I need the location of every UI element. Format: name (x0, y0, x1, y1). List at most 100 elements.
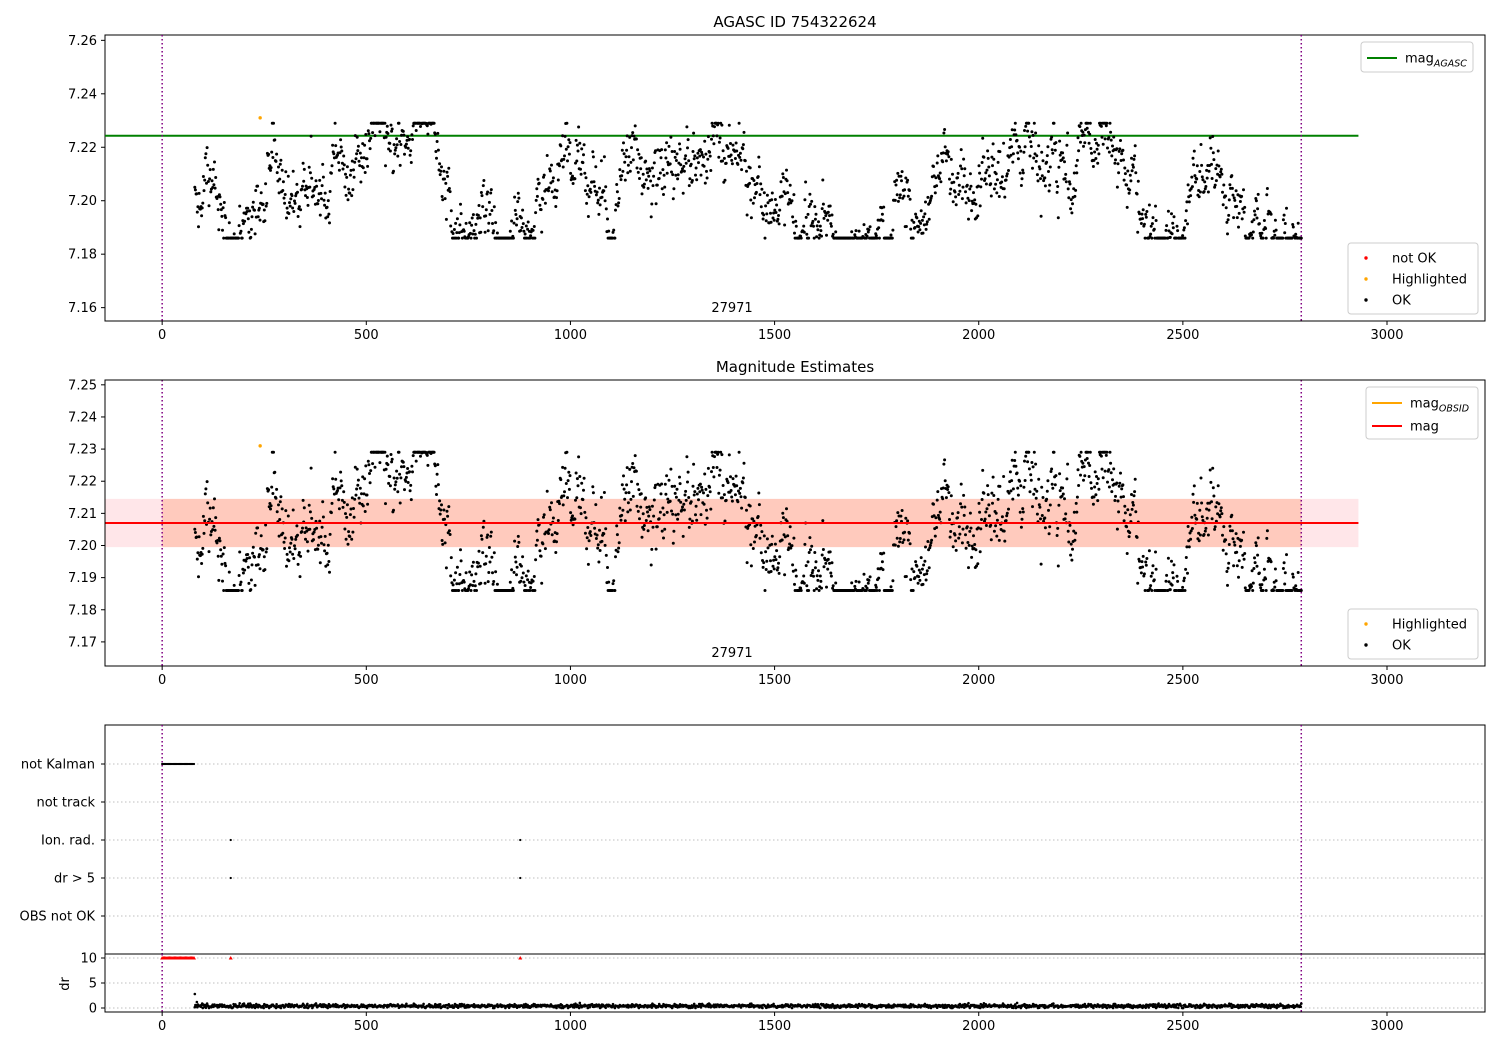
ok-point (965, 183, 969, 187)
ok-point (1176, 229, 1180, 233)
ok-point (793, 582, 796, 586)
ok-point (1018, 171, 1022, 175)
ok-point (443, 541, 447, 545)
ok-point (1063, 177, 1067, 181)
ok-point (528, 589, 532, 592)
ok-point (363, 477, 367, 481)
ok-point (602, 491, 606, 494)
ok-point (1130, 507, 1134, 511)
ok-point (1202, 190, 1206, 194)
ok-point (547, 528, 551, 532)
ok-point (776, 566, 780, 570)
ok-point (594, 193, 598, 197)
ok-point (433, 132, 437, 136)
dr-point (446, 1006, 449, 1010)
ok-point (818, 224, 822, 228)
ok-point (320, 541, 323, 545)
ok-point (980, 161, 984, 164)
ok-point (672, 529, 676, 533)
ok-point (754, 190, 758, 194)
ok-point (822, 216, 826, 220)
ok-point (388, 484, 392, 488)
ok-point (815, 235, 819, 239)
ok-point (1077, 484, 1081, 487)
ok-point (757, 155, 761, 159)
ok-point (1232, 540, 1236, 544)
ok-point (942, 462, 946, 466)
ok-point (828, 204, 832, 208)
ok-point (791, 215, 795, 219)
ok-point (347, 187, 351, 191)
ok-point (587, 539, 591, 543)
ok-point (680, 508, 684, 512)
ok-point (485, 535, 489, 539)
ok-point (362, 156, 366, 160)
ok-point (1210, 162, 1213, 166)
ok-point (348, 513, 352, 517)
ok-point (404, 145, 408, 149)
ok-point (825, 233, 828, 237)
ok-point (762, 191, 766, 195)
ok-point (350, 496, 354, 500)
ok-point (1112, 467, 1116, 471)
ok-point (1154, 219, 1158, 222)
ok-point (282, 540, 286, 544)
ok-point (454, 221, 458, 225)
ok-point (1136, 179, 1140, 183)
ok-point (384, 135, 388, 139)
ok-point (1253, 213, 1257, 217)
ok-point (674, 513, 678, 517)
ok-point (591, 491, 595, 495)
ok-point (1014, 464, 1018, 468)
ok-point (1068, 523, 1072, 527)
ok-point (1234, 189, 1238, 193)
ok-point (414, 459, 418, 463)
ok-point (221, 579, 224, 583)
ok-point (900, 509, 904, 512)
ok-point (270, 485, 274, 489)
ok-point (689, 500, 693, 504)
ok-point (708, 154, 712, 158)
ok-point (1048, 525, 1052, 529)
ok-point (813, 217, 817, 221)
ok-point (1251, 230, 1255, 234)
ok-point (436, 463, 440, 467)
ok-point (1147, 549, 1151, 553)
ok-point (1106, 146, 1109, 150)
ok-point (961, 185, 965, 189)
ok-point (619, 518, 623, 522)
ok-point (721, 484, 725, 487)
x-tick-label: 500 (354, 673, 379, 688)
ok-point (193, 527, 197, 531)
ok-point (978, 550, 982, 554)
ok-point (385, 124, 389, 128)
ok-point (1082, 144, 1085, 148)
ok-point (1197, 539, 1201, 543)
ok-point (383, 121, 387, 125)
ok-point (968, 187, 972, 191)
ok-point (951, 200, 955, 204)
ok-point (941, 151, 945, 155)
ok-point (280, 507, 284, 511)
ok-point (1217, 164, 1221, 168)
ok-point (1023, 129, 1026, 132)
ok-point (984, 510, 988, 514)
ok-point (611, 230, 615, 234)
ok-point (1171, 226, 1175, 230)
ok-point (515, 573, 518, 577)
ok-point (1009, 153, 1013, 157)
ok-point (318, 213, 322, 217)
ok-point (1230, 174, 1234, 178)
ok-point (909, 227, 913, 231)
ok-point (262, 208, 266, 212)
ok-point (327, 560, 331, 563)
ok-point (350, 537, 354, 541)
ok-point (916, 581, 920, 585)
ok-point (1145, 210, 1149, 213)
ok-point (660, 187, 664, 191)
ok-point (203, 156, 207, 160)
ok-point (256, 215, 260, 219)
ok-point (908, 189, 911, 192)
flag-label: OBS not OK (20, 910, 96, 925)
